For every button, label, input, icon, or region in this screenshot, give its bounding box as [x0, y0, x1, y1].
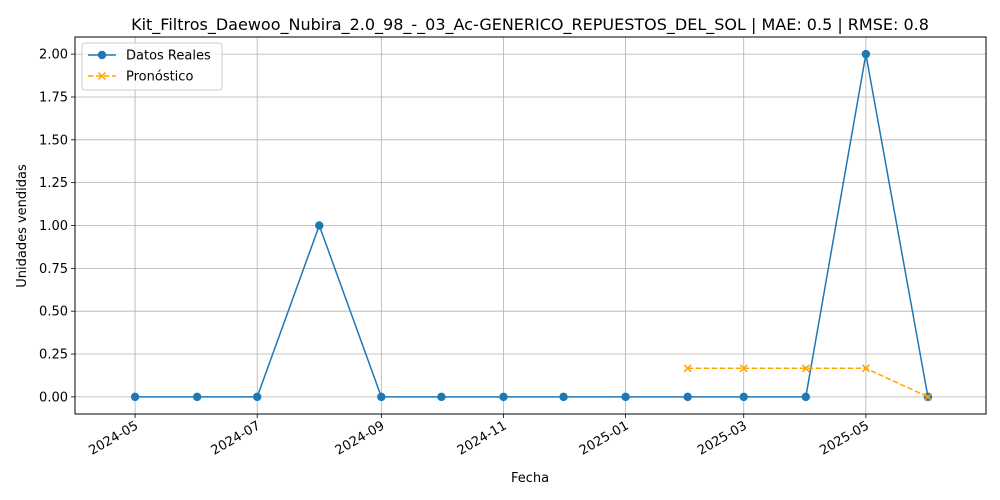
x-tick-label: 2024-05 [87, 418, 142, 458]
legend-label: Pronóstico [126, 70, 193, 85]
legend: Datos Reales Pronóstico [81, 42, 223, 91]
y-tick-label: 0.50 [39, 305, 68, 320]
x-axis: 2024-05 2024-07 2024-09 2024-11 2025-01 2025-… [87, 414, 872, 459]
y-tick-label: 1.75 [39, 90, 68, 105]
marker-stroke [739, 364, 748, 373]
data-point [130, 392, 140, 402]
data-point [861, 364, 870, 373]
legend-marker [97, 71, 107, 81]
data-point [683, 392, 692, 402]
marker-stroke [861, 364, 870, 373]
data-point [683, 364, 692, 373]
data-point [861, 49, 871, 59]
legend-marker [97, 50, 107, 60]
x-axis-label: Fecha [511, 471, 549, 486]
x-tick-label: 2024-07 [209, 418, 264, 458]
series-layer [130, 49, 933, 402]
y-tick-label: 1.50 [39, 133, 68, 148]
x-tick-label: 2024-11 [455, 418, 510, 458]
data-point [377, 392, 386, 402]
marker-stroke [683, 364, 692, 373]
data-point [801, 364, 810, 373]
legend-item: Datos Reales [88, 49, 211, 64]
y-axis-label: Unidades vendidas [15, 164, 30, 288]
data-point [739, 364, 748, 373]
data-point [499, 392, 508, 402]
data-point [559, 392, 568, 402]
y-tick-label: 0.25 [39, 348, 68, 363]
data-point [315, 221, 324, 230]
y-tick-label: 1.25 [39, 176, 68, 191]
data-point [253, 392, 262, 402]
data-point [801, 392, 811, 402]
y-axis: 0.00 0.25 0.50 0.75 1.00 1.25 1.50 1.75 2.00 [39, 48, 75, 405]
y-tick-label: 0.75 [39, 262, 68, 277]
marker-stroke [923, 392, 932, 401]
legend-label: Datos Reales [126, 49, 211, 64]
series-line [135, 54, 929, 398]
x-tick-label: 2025-05 [817, 418, 872, 458]
x-tick-label: 2025-03 [695, 418, 750, 458]
data-point [192, 392, 202, 402]
marker-stroke [97, 71, 107, 81]
y-tick-label: 0.00 [39, 390, 68, 405]
y-tick-label: 2.00 [39, 48, 68, 63]
y-tick-label: 1.00 [39, 219, 68, 234]
x-tick-label: 2025-01 [577, 418, 632, 458]
data-point [739, 392, 748, 402]
legend-box [81, 42, 223, 91]
legend-item: Pronóstico [88, 70, 193, 85]
x-tick-label: 2024-09 [333, 418, 388, 458]
grid [75, 37, 986, 414]
series-pronostico [683, 364, 932, 401]
chart-title: Kit_Filtros_Daewoo_Nubira_2.0_98_-_03_Ac… [131, 15, 929, 35]
marker-stroke [801, 364, 810, 373]
data-point [437, 392, 446, 402]
series-line [687, 367, 929, 398]
data-point [923, 392, 932, 401]
data-point [621, 392, 630, 402]
